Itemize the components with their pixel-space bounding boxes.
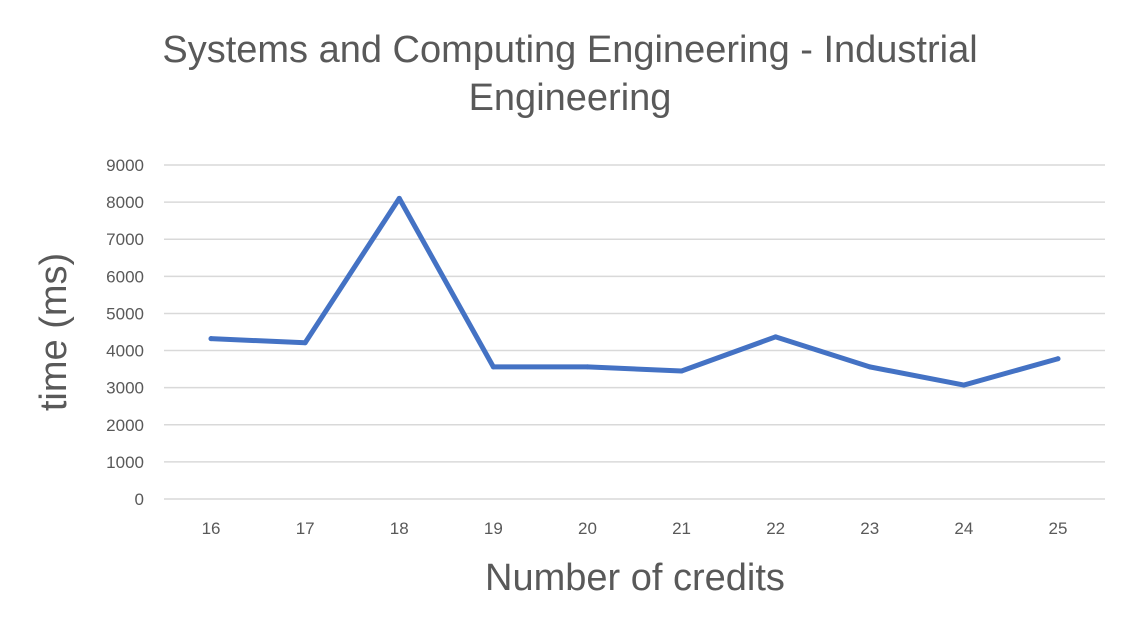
y-axis-ticks: 0 1000 2000 3000 4000 5000 6000 7000 8000 9000 <box>106 156 144 509</box>
series-line <box>208 195 1061 388</box>
data-point <box>396 195 402 201</box>
chart-title: Systems and Computing Engineering - Indu… <box>162 29 978 119</box>
y-tick-label: 4000 <box>106 342 144 361</box>
x-tick-label: 22 <box>766 519 785 538</box>
data-point <box>679 368 685 374</box>
data-point <box>208 336 214 342</box>
x-tick-label: 23 <box>860 519 879 538</box>
data-point <box>867 364 873 370</box>
x-axis-ticks: 16 17 18 19 20 21 22 23 24 25 <box>202 519 1068 538</box>
y-tick-label: 2000 <box>106 416 144 435</box>
x-axis-title: Number of credits <box>485 557 785 599</box>
x-tick-label: 19 <box>484 519 503 538</box>
x-tick-label: 21 <box>672 519 691 538</box>
x-tick-label: 16 <box>202 519 221 538</box>
data-point <box>1055 356 1061 362</box>
data-point <box>961 382 967 388</box>
y-tick-label: 3000 <box>106 379 144 398</box>
x-tick-label: 18 <box>390 519 409 538</box>
data-point <box>773 334 779 340</box>
data-point <box>302 340 308 346</box>
y-tick-label: 5000 <box>106 304 144 323</box>
y-tick-label: 6000 <box>106 267 144 286</box>
y-tick-label: 9000 <box>106 156 144 175</box>
y-tick-label: 0 <box>135 490 144 509</box>
x-tick-label: 25 <box>1048 519 1067 538</box>
x-tick-label: 17 <box>296 519 315 538</box>
x-tick-label: 24 <box>954 519 973 538</box>
data-point <box>490 364 496 370</box>
data-point <box>584 364 590 370</box>
y-tick-label: 7000 <box>106 230 144 249</box>
y-tick-label: 1000 <box>106 453 144 472</box>
x-tick-label: 20 <box>578 519 597 538</box>
series-layer <box>208 195 1061 388</box>
y-tick-label: 8000 <box>106 193 144 212</box>
gridlines <box>164 164 1105 500</box>
y-axis-title: time (ms) <box>33 253 75 411</box>
